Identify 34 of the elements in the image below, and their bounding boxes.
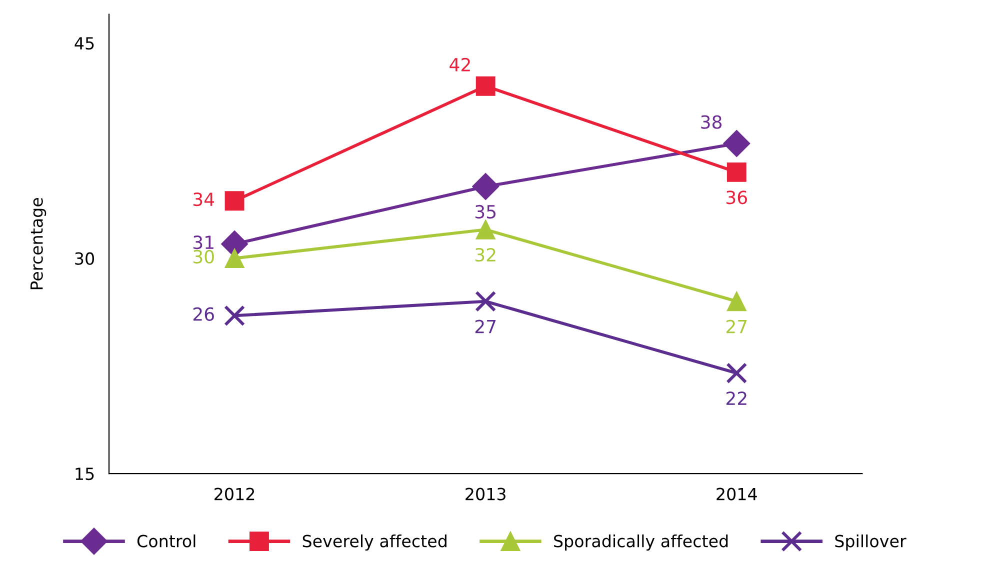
point [723,130,750,157]
data-label: 35 [475,204,496,219]
point [472,173,500,200]
data-label: 31 [193,236,214,250]
legend-label: Severely affected [302,534,446,551]
x-tick-label: 2012 [214,488,254,500]
data-label: 22 [726,391,746,405]
point [726,362,748,384]
data-label: 38 [701,115,722,129]
point [224,191,244,211]
legend-label: Control [137,534,196,548]
point [224,305,246,326]
data-label: 27 [726,320,747,334]
point [475,290,496,312]
data-label: 34 [193,192,214,206]
x-tick-label: 2014 [716,488,757,500]
data-label: 42 [450,58,470,72]
point [476,76,496,96]
y-axis-title: Percentage [30,198,46,290]
data-label: 36 [726,190,747,204]
data-label: 32 [475,248,496,262]
point [476,220,496,240]
y-tick-label: 15 [76,468,94,480]
point [224,248,244,268]
x-tick-label: 2013 [466,488,506,500]
y-tick-label: 45 [74,37,94,50]
y-tick-label: 30 [75,252,94,265]
point [726,162,746,182]
data-label: 27 [475,320,496,334]
data-label: 30 [193,250,214,264]
legend-label: Sporadically affected [554,534,728,551]
data-label: 26 [193,307,214,321]
point [726,292,746,312]
legend-label: Spillover [835,534,906,551]
